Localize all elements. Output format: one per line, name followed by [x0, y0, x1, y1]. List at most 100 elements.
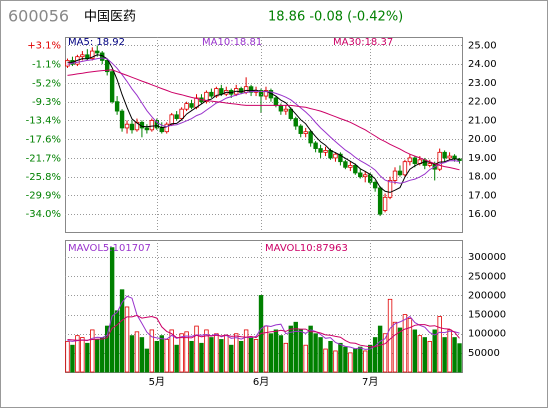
volume-bar: [179, 333, 184, 373]
candle-body: [377, 187, 383, 215]
candle-body: [273, 97, 279, 106]
y2-tick-label: -17.6%: [26, 135, 61, 146]
volume-bar: [382, 333, 388, 373]
candle-body: [427, 163, 432, 166]
volume-bar: [248, 337, 254, 373]
volume-bar: [377, 325, 383, 373]
candle-body: [382, 196, 388, 211]
volume-bar: [348, 352, 353, 373]
candle-body: [209, 91, 214, 97]
volume-bar: [402, 314, 408, 373]
volume-bar: [313, 333, 318, 373]
volume-bar: [427, 340, 432, 373]
y2-tick-label: -5.2%: [32, 78, 61, 89]
candle-body: [407, 157, 413, 163]
candle-body: [392, 170, 398, 181]
volume-bar: [298, 329, 303, 373]
volume-bar: [283, 342, 289, 373]
candle-body: [204, 91, 209, 103]
volume-bar: [397, 327, 403, 373]
candle-body: [363, 174, 368, 178]
volume-bar: [174, 344, 179, 373]
volume-panel: [65, 240, 463, 373]
volume-bar: [273, 329, 279, 373]
volume-bar: [387, 298, 393, 373]
volume-bar: [134, 331, 140, 373]
volume-bar: [278, 335, 284, 373]
candle-body: [179, 108, 184, 119]
volume-bar: [75, 335, 80, 373]
volume-bar: [159, 335, 164, 373]
volume-bar: [392, 321, 398, 373]
y2-tick-label: -13.4%: [26, 116, 61, 127]
volume-bar: [323, 348, 328, 373]
volume-bar: [308, 325, 313, 373]
y-tick-label: 24.00: [468, 59, 497, 70]
volume-bar: [169, 329, 174, 373]
volume-bar: [70, 344, 75, 373]
candle-body: [169, 114, 174, 125]
candle-body: [353, 165, 358, 174]
candle-body: [149, 120, 155, 131]
volume-bar: [104, 325, 110, 373]
candle-body: [154, 120, 160, 129]
candle-body: [184, 103, 189, 110]
volume-bar: [457, 343, 462, 373]
volume-bar: [363, 350, 368, 373]
volume-bar: [442, 337, 447, 373]
volume-bar: [189, 340, 194, 373]
candle-body: [219, 88, 224, 95]
candle-body: [358, 172, 363, 178]
y-tick-label: 17.00: [468, 190, 497, 201]
y-tick-label: 16.00: [468, 209, 497, 220]
candle-body: [318, 148, 323, 153]
volume-bar: [358, 346, 363, 373]
y2-tick-label: -25.8%: [26, 172, 61, 183]
volume-bar: [318, 337, 323, 373]
candle-body: [119, 110, 125, 129]
candle-body: [248, 86, 254, 93]
volume-bar: [224, 335, 229, 373]
candle-body: [293, 118, 298, 127]
candle-body: [387, 180, 393, 198]
candle-body: [189, 103, 194, 108]
volume-bar: [194, 325, 199, 373]
volume-bar: [90, 329, 95, 373]
candle-body: [80, 54, 85, 58]
volume-bar: [303, 344, 308, 373]
volume-bar: [80, 337, 85, 373]
volume-bar: [209, 337, 214, 373]
ma-line: [67, 69, 460, 171]
y2-tick-label: -34.0%: [26, 209, 61, 220]
y-tick-label: 150000: [468, 310, 506, 321]
volume-bar: [204, 329, 209, 373]
candle-body: [412, 157, 418, 164]
y-tick-label: 22.00: [468, 97, 497, 108]
volume-bar: [343, 346, 348, 373]
mavol-line: [67, 295, 460, 350]
candle-body: [308, 131, 313, 144]
volume-bar: [333, 350, 338, 373]
candle-body: [124, 123, 130, 129]
candle-body: [447, 155, 452, 159]
volume-bar: [139, 337, 145, 373]
y-tick-label: 20.00: [468, 134, 497, 145]
y-tick-label: 23.00: [468, 78, 497, 89]
legend-label: MAVOL5:101707: [68, 243, 151, 254]
volume-bar: [407, 318, 413, 373]
candle-body: [104, 60, 110, 73]
legend-label: MA10:18.81: [202, 37, 262, 48]
candle-body: [174, 114, 179, 119]
y-tick-label: 250000: [468, 271, 506, 282]
volume-bar: [268, 333, 274, 373]
candle-body: [333, 153, 338, 159]
volume-bar: [417, 335, 423, 373]
volume-bar: [124, 306, 130, 373]
x-tick-label: 7月: [362, 376, 378, 388]
volume-bar: [119, 289, 125, 373]
volume-bar: [338, 342, 343, 373]
candle-body: [402, 161, 408, 176]
candle-body: [313, 142, 318, 149]
volume-bar: [412, 329, 418, 373]
